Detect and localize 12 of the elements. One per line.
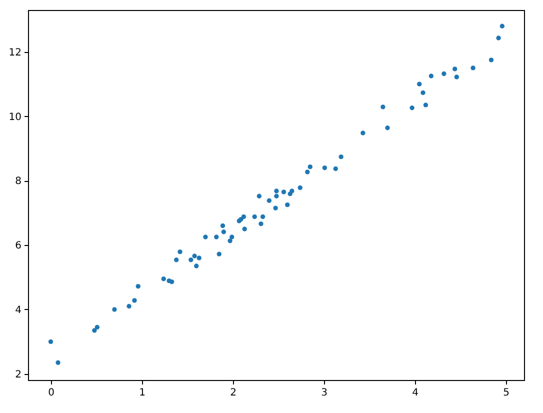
y-tick-label: 2 — [15, 369, 22, 380]
x-tick-label: 2 — [230, 388, 236, 398]
y-tick-label: 4 — [15, 304, 22, 316]
y-tick-label: 10 — [8, 112, 22, 123]
x-tick-label: 1 — [139, 388, 146, 398]
y-tick-label: 12 — [8, 47, 22, 58]
x-tick-label: 4 — [412, 388, 418, 398]
x-tick-label: 0 — [48, 388, 54, 398]
y-tick-label: 8 — [15, 176, 22, 188]
x-tick-label: 5 — [503, 388, 510, 398]
x-tick-label: 3 — [321, 388, 328, 398]
y-tick-label: 6 — [15, 240, 22, 252]
